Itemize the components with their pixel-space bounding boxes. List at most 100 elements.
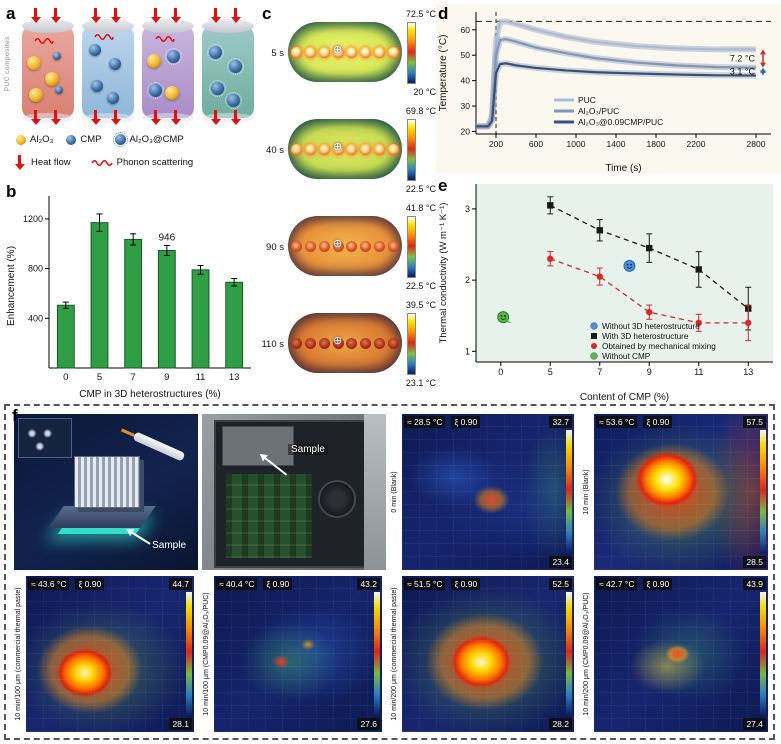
svg-text:200: 200 (489, 139, 503, 149)
scale-max-chip: 52.5 (549, 578, 572, 590)
svg-text:7: 7 (597, 367, 602, 377)
min-temperature-label: 20 °C (413, 87, 436, 97)
heat-sphere-icon (388, 143, 399, 155)
heat-sphere-icon (374, 240, 386, 252)
panel-letter-e: e (438, 176, 448, 195)
max-temperature-label: 41.8 °C (405, 203, 436, 213)
thermal-readout: ≈ 51.5 °C ξ 0.90 (404, 578, 481, 590)
alumina-sphere-icon (45, 72, 59, 86)
bar-chart-enhancement: 400 800 1200 0 5 7 9 11 13 946 CMP in 3D heterostr… (6, 196, 251, 400)
scale-max-chip: 32.7 (549, 416, 572, 428)
heat-sphere-icon (290, 143, 302, 155)
thermal-frame-90s: 90 s ⊕ 41.8 °C 22.5 °C (258, 200, 436, 297)
cylinder-mixed-puc (142, 8, 194, 125)
heat-flow-arrow-icon (170, 8, 181, 23)
roi-crosshair-icon: ⊕ (333, 141, 343, 153)
svg-text:Content of CMP (%): Content of CMP (%) (580, 392, 669, 403)
cylinder-cmp-puc (82, 8, 134, 125)
svg-text:600: 600 (529, 139, 543, 149)
heat-sphere-icon (388, 240, 399, 252)
heat-sphere-icon (332, 143, 344, 155)
alumina-cmp-cluster-icon (209, 80, 226, 97)
panel-a-legend-row1: Al₂O₃ CMP Al₂O₃@CMP (16, 132, 184, 147)
thermal-colorbar (760, 430, 766, 554)
thermal-image: ≈ 53.6 °C ξ 0.90 57.5 28.5 (594, 414, 768, 570)
avg-temperature-chip: ≈ 42.7 °C (596, 578, 638, 590)
min-temperature-label: 23.1 °C (405, 378, 436, 388)
svg-text:5: 5 (548, 367, 553, 377)
svg-text:1200: 1200 (23, 214, 43, 224)
heat-flow-arrow-icon (210, 8, 221, 23)
legend-label-cmp: CMP (80, 134, 102, 145)
heat-flow-arrow-icon (14, 155, 25, 170)
thermal-image: ≈ 51.5 °C ξ 0.90 52.5 28.2 (402, 576, 574, 732)
min-temperature-label: 22.5 °C (405, 184, 436, 194)
thermal-colorbar (566, 430, 572, 554)
heat-sphere-icon (374, 337, 386, 349)
thermal-image-caption: 10 min/100 μm (CMP0.09@Al₂O₃/PUC) (202, 576, 214, 732)
heat-sphere-icon (318, 240, 330, 252)
heat-flow-arrow-icon (90, 110, 101, 125)
heat-flow-arrow-icon (90, 8, 101, 23)
phonon-scattering-icon (90, 159, 113, 166)
svg-text:3.1 °C: 3.1 °C (730, 67, 756, 77)
panel-letter-d: d (438, 4, 449, 23)
temperature-colorbar (407, 22, 416, 84)
phonon-scattering-icon (155, 36, 175, 42)
scale-max-chip: 57.5 (743, 416, 766, 428)
scale-max-chip: 43.2 (357, 578, 380, 590)
svg-text:13: 13 (229, 372, 240, 383)
scale-min-chip: 27.4 (743, 718, 766, 730)
pc-psu (222, 426, 294, 466)
heat-sphere-icon (346, 143, 358, 155)
puc-composites-side-label: PUC composites (4, 36, 11, 92)
thermal-readout: ≈ 28.5 °C ξ 0.90 (404, 416, 481, 428)
thermal-image: ≈ 40.4 °C ξ 0.90 43.2 27.6 (214, 576, 382, 732)
thermal-sample-image: ⊕ (288, 22, 402, 82)
emissivity-chip: ξ 0.90 (451, 416, 481, 428)
alumina-sphere-icon (27, 56, 41, 70)
thermal-sample-image: ⊕ (288, 119, 402, 179)
panel-a-legend-row2: Heat flow Phonon scattering (14, 155, 194, 170)
roi-crosshair-icon: ⊕ (333, 335, 343, 347)
legend-label-phonon: Phonon scattering (116, 157, 194, 168)
heat-sphere-icon (346, 240, 358, 252)
svg-text:Without CMP: Without CMP (602, 352, 651, 361)
thermal-image-caption: 0 min (Blank) (390, 414, 402, 570)
scale-max-chip: 43.9 (743, 578, 766, 590)
heat-sphere-icon (360, 143, 372, 155)
cylinder-al2o3-puc (22, 8, 74, 125)
legend-label-al2o3-cmp: Al₂O₃@CMP (129, 134, 184, 145)
heat-flow-arrow-icon (230, 110, 241, 125)
caption-text: 10 min/200 μm (commercial thermal paste) (391, 587, 398, 721)
svg-text:Al₂O₃@0.09CMP/PUC: Al₂O₃@0.09CMP/PUC (578, 117, 663, 127)
max-temperature-label: 39.5 °C (405, 300, 436, 310)
heat-sphere-icon (290, 337, 302, 349)
svg-text:Temperature (°C): Temperature (°C) (438, 35, 449, 112)
caption-text: 10 min (Blank) (583, 469, 590, 515)
heat-sphere-icon (318, 337, 330, 349)
setup-illustration: Sample (14, 414, 198, 570)
temperature-colorbar (407, 119, 416, 181)
heat-sphere-icon (346, 46, 358, 58)
caption-text: 0 min (Blank) (391, 471, 398, 513)
thermal-readout: ≈ 42.7 °C ξ 0.90 (596, 578, 673, 590)
cmp-sphere-icon (53, 52, 61, 60)
legend-item-phonon: Phonon scattering (90, 157, 194, 168)
alumina-cmp-cluster-icon (147, 82, 164, 99)
svg-text:9: 9 (164, 372, 169, 383)
svg-text:50: 50 (461, 50, 471, 60)
svg-text:946: 946 (158, 232, 175, 243)
roi-crosshair-icon: ⊕ (333, 238, 343, 250)
heat-flow-arrow-icon (110, 110, 121, 125)
heat-sphere-icon (332, 337, 344, 349)
phonon-scattering-icon (94, 34, 114, 40)
svg-text:Enhancement (%): Enhancement (%) (6, 246, 17, 326)
sample-label: Sample (288, 444, 328, 455)
thermal-colorbar (186, 592, 192, 716)
pc-interior-photo: Sample (202, 414, 386, 570)
emissivity-chip: ξ 0.90 (643, 416, 673, 428)
thermal-sample-image: ⊕ (288, 216, 402, 276)
panel-a-schematic: PUC composites Al₂O₃ CMP Al₂O₃@CMP (4, 2, 256, 182)
